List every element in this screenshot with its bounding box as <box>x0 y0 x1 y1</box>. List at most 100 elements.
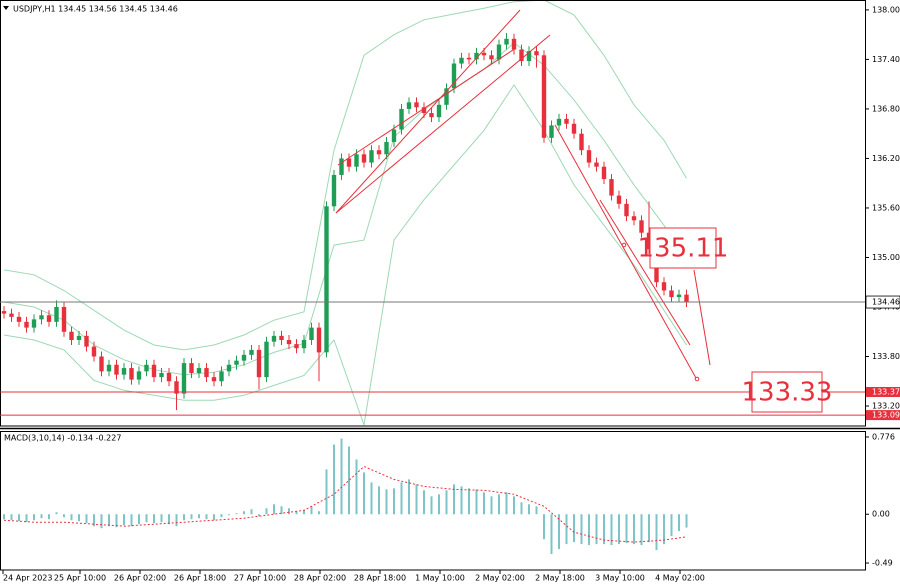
macd-bar <box>153 514 155 524</box>
candle-body <box>541 55 547 138</box>
x-tick-label: 1 May 10:00 <box>415 574 465 583</box>
channel-lower <box>335 34 551 214</box>
macd-bar <box>55 512 58 515</box>
candle-body <box>84 335 89 347</box>
candle-body <box>69 331 74 340</box>
annotation-box <box>751 371 823 413</box>
macd-bar <box>220 514 223 518</box>
macd-bar <box>168 514 170 525</box>
candle-body <box>16 316 22 322</box>
y-tick-label: 135.00 <box>872 253 900 262</box>
chart-title: USDJPY,H1 134.45 134.56 134.45 134.46 <box>13 5 178 14</box>
candle-body <box>361 154 367 163</box>
x-tick-label: 2 May 02:00 <box>475 574 525 583</box>
macd-bar <box>490 496 493 515</box>
candle-body <box>601 166 607 180</box>
y-tick-label: 135.60 <box>872 203 900 212</box>
macd-bar <box>445 490 448 515</box>
macd-bar <box>588 514 590 546</box>
candle-body <box>256 349 262 378</box>
macd-tick-label: 0.00 <box>872 510 890 519</box>
macd-bar <box>513 496 515 515</box>
candle-body <box>459 57 464 64</box>
candle-body <box>571 123 577 134</box>
macd-bar <box>640 514 643 546</box>
level-tag <box>866 386 900 397</box>
candle-body <box>676 294 682 298</box>
x-tick-label: 26 Apr 02:00 <box>114 574 166 583</box>
candle-body <box>159 373 164 378</box>
candle-body <box>586 150 592 163</box>
candle-body <box>511 38 517 50</box>
macd-bar <box>348 446 350 515</box>
candle-body <box>384 141 389 155</box>
channel-line <box>337 47 517 166</box>
candle-body <box>249 349 254 355</box>
macd-bar <box>580 514 583 545</box>
candle-body <box>421 107 427 114</box>
x-tick-label: 2 May 18:00 <box>535 574 585 583</box>
candle-body <box>669 290 674 298</box>
macd-bar <box>160 514 163 523</box>
candle-body <box>324 206 329 353</box>
macd-bar <box>295 511 298 515</box>
macd-bar <box>468 488 470 515</box>
candle-body <box>616 195 622 204</box>
macd-bar <box>235 513 238 515</box>
candle-body <box>24 321 29 328</box>
macd-bar <box>333 444 335 515</box>
candle-body <box>414 102 419 108</box>
projection-1 <box>554 124 697 379</box>
macd-tick-label: -0.49 <box>872 559 893 568</box>
macd-bar <box>430 496 433 515</box>
macd-bar <box>3 514 5 520</box>
macd-bar <box>18 514 20 522</box>
macd-bar <box>400 482 403 515</box>
level-tag <box>866 410 900 421</box>
macd-bar <box>655 514 658 551</box>
candle-body <box>549 125 554 138</box>
candle-body <box>181 363 187 394</box>
macd-bar <box>438 494 440 515</box>
y-tick-label: 138.00 <box>872 5 900 14</box>
candle-body <box>99 356 104 372</box>
x-tick-label: 26 Apr 18:00 <box>174 574 226 583</box>
macd-bar <box>633 514 635 545</box>
candle-body <box>406 102 412 109</box>
candle-body <box>1 311 7 314</box>
macd-bar <box>483 492 485 515</box>
macd-bar <box>205 514 208 520</box>
macd-bar <box>573 514 575 543</box>
candle-body <box>564 118 569 124</box>
macd-bar <box>25 514 28 523</box>
y-tick-label: 133.20 <box>872 402 900 411</box>
macd-bar <box>355 459 358 515</box>
macd-bar <box>115 514 118 528</box>
macd-bar <box>550 514 553 555</box>
candle-body <box>129 368 134 380</box>
candle-body <box>556 118 562 126</box>
annotation: 133.33 <box>742 378 833 408</box>
bollinger-middle <box>3 42 687 376</box>
macd-bar <box>10 514 13 521</box>
macd-bar <box>48 514 50 520</box>
x-tick-label: 24 Apr 2023 <box>3 574 52 583</box>
macd-bar <box>363 472 365 515</box>
macd-bar <box>535 506 538 515</box>
macd-bar <box>685 514 688 528</box>
macd-bar <box>288 508 290 515</box>
candle-body <box>399 108 404 130</box>
current-price-label: 134.46 <box>872 298 900 307</box>
macd-bar <box>498 494 500 515</box>
candle-body <box>294 344 299 349</box>
candle-body <box>489 55 494 60</box>
macd-bar <box>108 514 110 527</box>
macd-bar <box>625 514 628 544</box>
candle-body <box>189 363 194 374</box>
candle-body <box>354 154 359 167</box>
macd-bar <box>100 514 103 529</box>
x-tick-label: 28 Apr 18:00 <box>354 574 406 583</box>
